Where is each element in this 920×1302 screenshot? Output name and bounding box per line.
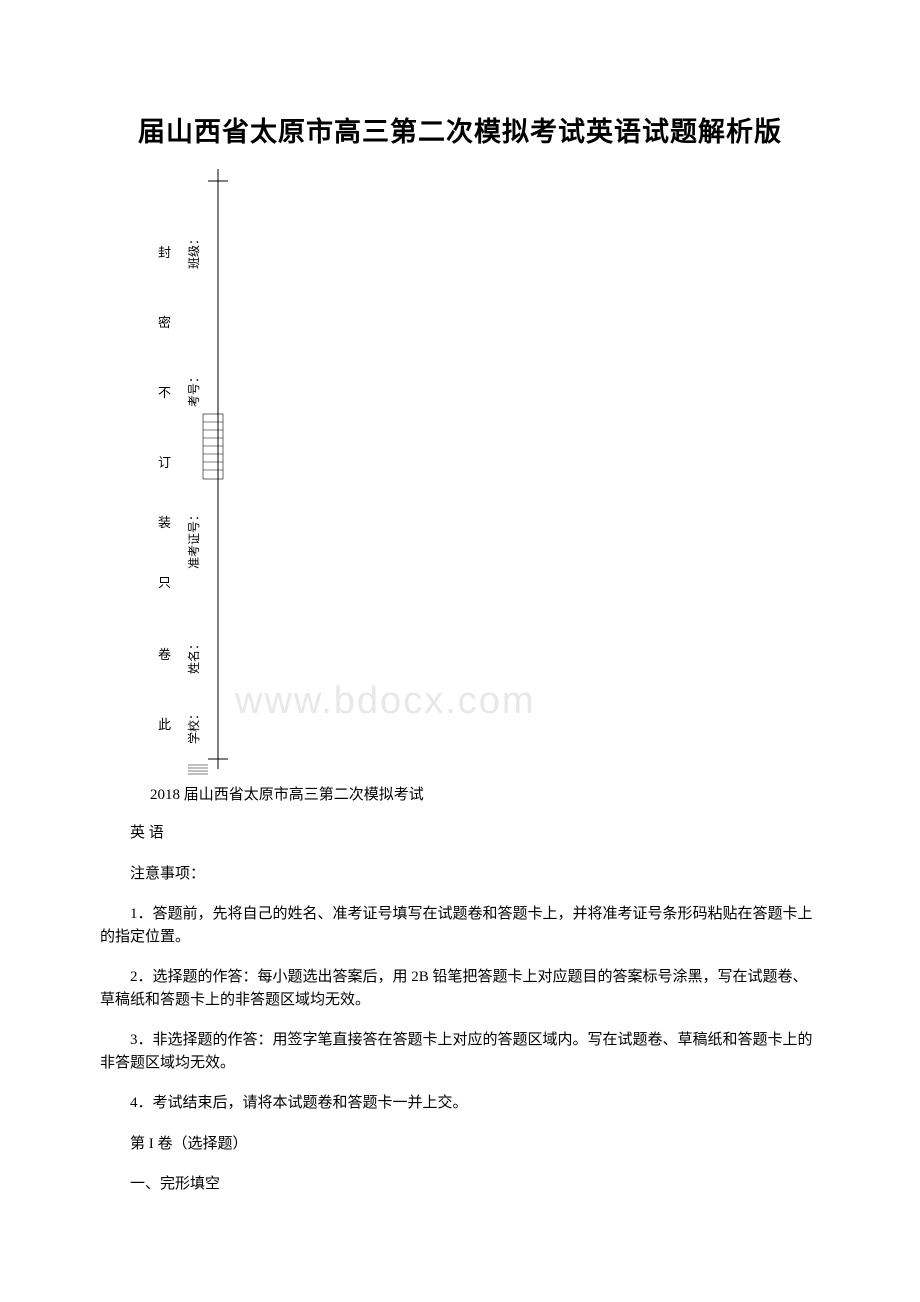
binding-diagram: 此 卷 只 装 订 不 密 封 学校： 姓名： [148,169,820,779]
field-label: 班级： [187,233,201,269]
outer-label: 装 [158,515,171,530]
field-label: 考号： [187,371,201,407]
bottom-cluster [188,765,208,774]
instruction-item: 4．考试结束后，请将本试题卷和答题卡一并上交。 [100,1092,820,1115]
field-label: 姓名： [186,638,201,674]
field-label: 学校： [186,708,201,744]
subtitle: 2018 届山西省太原市高三第二次模拟考试 [150,783,820,804]
grid-field [203,414,223,479]
outer-label: 密 [158,315,171,330]
notice-header: 注意事项： [100,863,820,886]
part-title: 第 I 卷（选择题） [100,1133,820,1156]
instruction-item: 1．答题前，先将自己的姓名、准考证号填写在试题卷和答题卡上，并将准考证号条形码粘… [100,903,820,948]
instruction-item: 3．非选择题的作答：用签字笔直接答在答题卡上对应的答题区域内。写在试题卷、草稿纸… [100,1029,820,1074]
outer-label: 此 [158,717,171,732]
outer-label: 卷 [158,647,171,662]
outer-label: 封 [158,245,171,260]
outer-label: 订 [158,455,171,470]
subject-line: 英 语 [100,822,820,845]
page-title: 届山西省太原市高三第二次模拟考试英语试题解析版 [100,110,820,149]
section-title: 一、完形填空 [100,1173,820,1196]
outer-label: 只 [158,575,171,590]
field-label: 准考证号： [187,509,201,569]
instruction-item: 2．选择题的作答：每小题选出答案后，用 2B 铅笔把答题卡上对应题目的答案标号涂… [100,966,820,1011]
outer-label: 不 [158,385,171,400]
